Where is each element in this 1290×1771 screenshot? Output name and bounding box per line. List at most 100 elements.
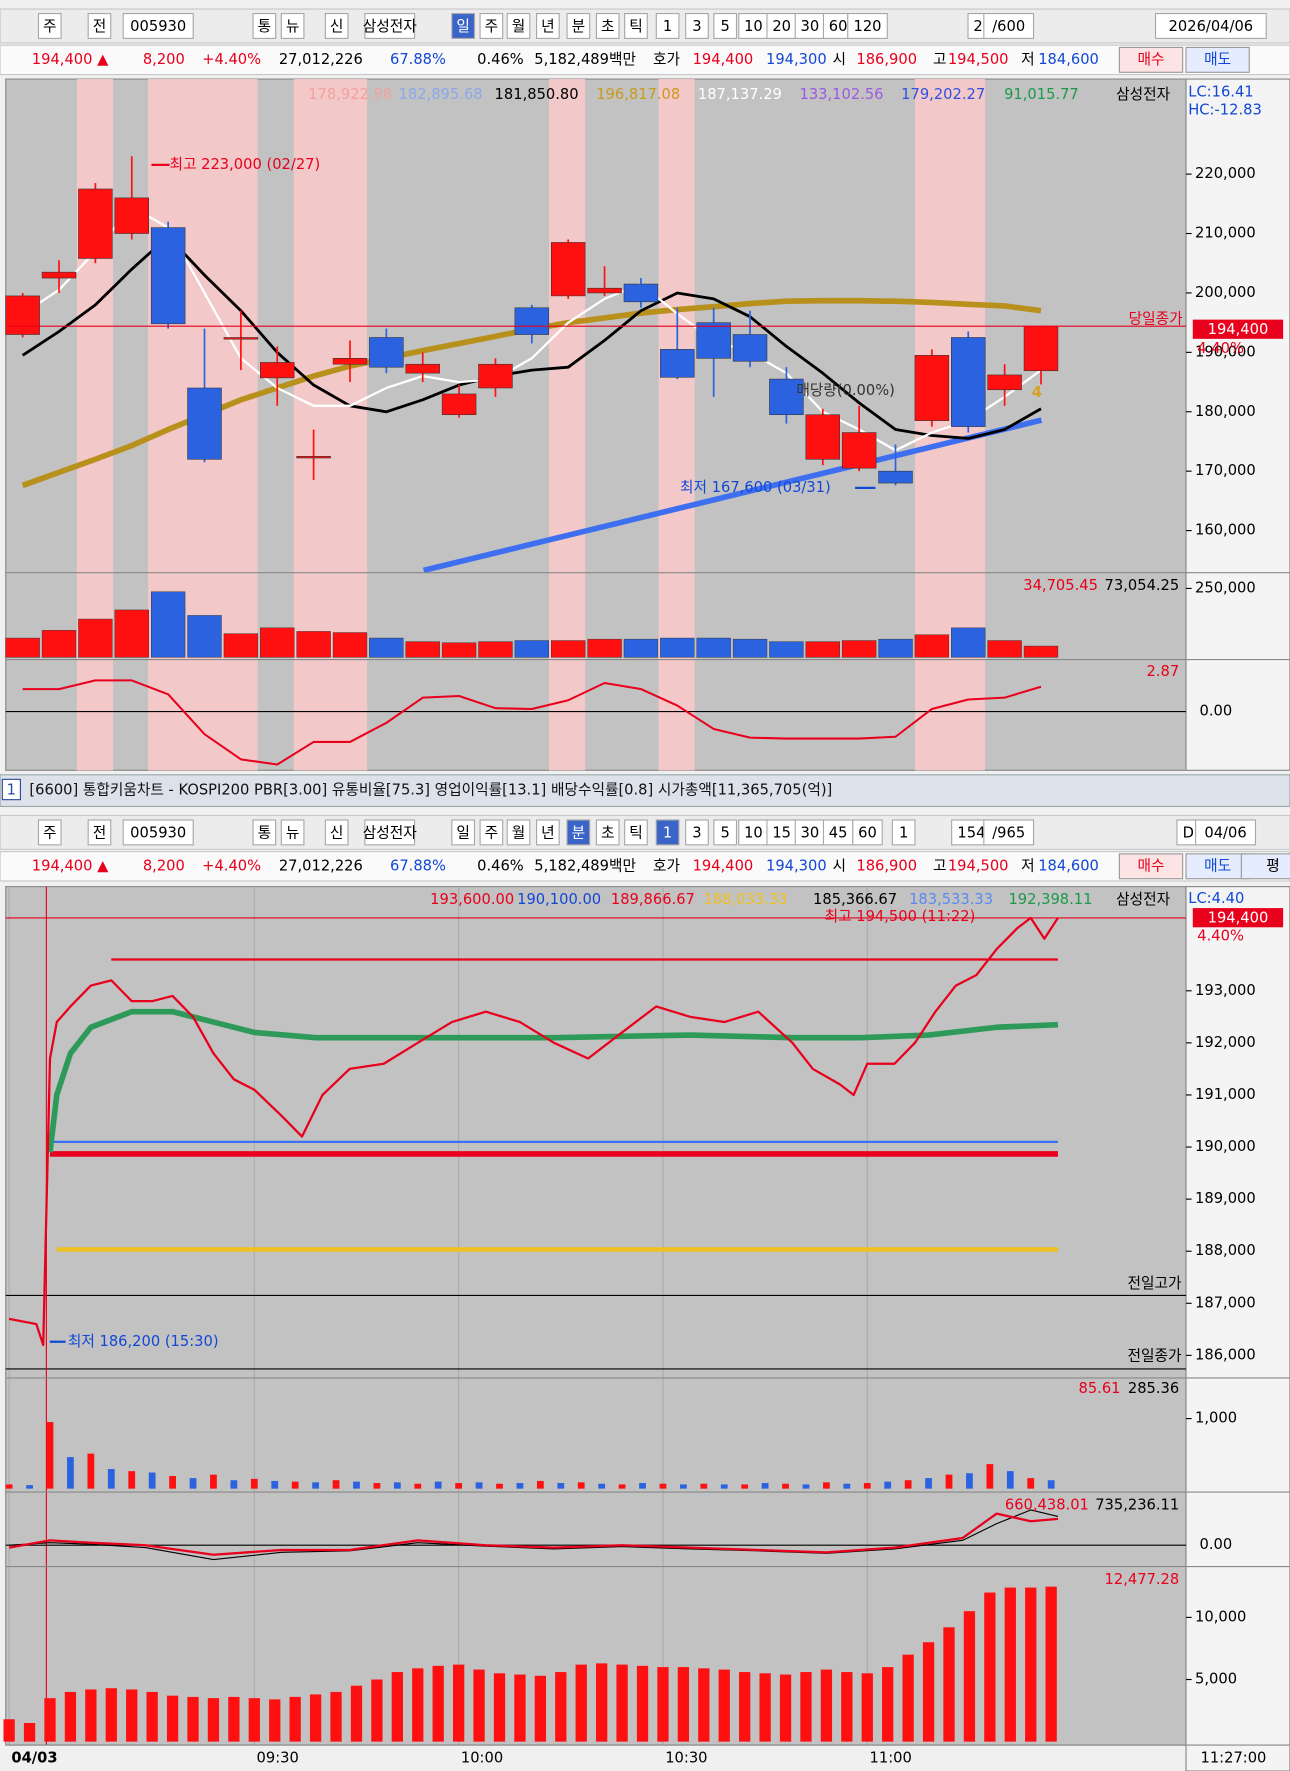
toolbar-label[interactable]: 5 (721, 825, 730, 842)
toolbar-button[interactable] (280, 12, 305, 39)
order-button[interactable] (1240, 853, 1290, 880)
toolbar-button[interactable] (122, 12, 194, 39)
order-button[interactable] (1185, 853, 1250, 880)
toolbar-label[interactable]: 60 (858, 825, 877, 842)
toolbar-button[interactable] (983, 12, 1035, 39)
toolbar-label[interactable]: 30 (801, 825, 820, 842)
toolbar-label[interactable]: D (1183, 825, 1194, 842)
toolbar-button[interactable] (87, 819, 112, 846)
toolbar-button[interactable] (1195, 819, 1257, 846)
toolbar-button[interactable] (983, 819, 1035, 846)
toolbar-button[interactable] (506, 12, 531, 39)
toolbar-label[interactable]: 뉴 (286, 18, 300, 35)
toolbar-button[interactable] (280, 819, 305, 846)
toolbar-label[interactable]: 5 (721, 18, 730, 35)
toolbar-label[interactable]: /965 (992, 825, 1025, 842)
toolbar-label[interactable]: 3 (692, 18, 701, 35)
toolbar-button[interactable] (655, 819, 680, 846)
toolbar-button[interactable] (595, 819, 620, 846)
toolbar-label[interactable]: 통 (258, 18, 272, 35)
toolbar-label[interactable]: 일 (456, 825, 470, 842)
toolbar-label[interactable]: 분 (572, 825, 585, 842)
toolbar-button[interactable] (713, 819, 738, 846)
toolbar-button[interactable] (738, 12, 769, 39)
toolbar-label[interactable]: 주 (43, 825, 57, 842)
toolbar-label[interactable]: 초 (601, 825, 615, 842)
toolbar-button[interactable] (506, 819, 531, 846)
toolbar-button[interactable] (852, 819, 883, 846)
toolbar-label[interactable]: 주 (485, 825, 499, 842)
quote-field[interactable]: 평 (1266, 857, 1280, 874)
toolbar-button[interactable] (451, 819, 476, 846)
order-button[interactable] (1118, 46, 1184, 73)
toolbar-label[interactable]: 154 (957, 825, 985, 842)
toolbar-label[interactable]: 월 (512, 825, 525, 842)
toolbar-label[interactable]: 04/06 (1204, 825, 1246, 842)
toolbar-button[interactable] (595, 12, 620, 39)
toolbar-button[interactable] (252, 12, 277, 39)
toolbar-label[interactable]: 통 (258, 825, 272, 842)
toolbar-label[interactable]: 005930 (130, 825, 186, 842)
quote-field[interactable]: 매수 (1138, 51, 1165, 68)
toolbar-label[interactable]: 120 (853, 18, 881, 35)
toolbar-button[interactable] (1154, 12, 1267, 39)
toolbar-button[interactable] (364, 819, 416, 846)
toolbar-label[interactable]: 60 (829, 18, 848, 35)
toolbar-label[interactable]: 년 (541, 825, 555, 842)
order-button[interactable] (1118, 853, 1184, 880)
toolbar-label[interactable]: 월 (512, 18, 525, 35)
toolbar-button[interactable] (122, 819, 194, 846)
toolbar-label[interactable]: /600 (992, 18, 1025, 35)
toolbar-label[interactable]: 틱 (629, 825, 643, 842)
toolbar-button[interactable] (479, 819, 504, 846)
toolbar-label[interactable]: 주 (485, 18, 499, 35)
toolbar-button[interactable] (847, 12, 888, 39)
toolbar-label[interactable]: 10 (744, 825, 763, 842)
toolbar-button[interactable] (479, 12, 504, 39)
toolbar-label[interactable]: 삼성전자 (363, 825, 417, 842)
toolbar-label[interactable]: 30 (801, 18, 820, 35)
toolbar-label[interactable]: 20 (772, 18, 791, 35)
toolbar-label[interactable]: 신 (330, 18, 344, 35)
toolbar-button[interactable] (766, 819, 797, 846)
toolbar-label[interactable]: 1 (663, 18, 672, 35)
toolbar-label[interactable]: 1 (899, 825, 908, 842)
toolbar-button[interactable] (87, 12, 112, 39)
toolbar-button[interactable] (891, 819, 916, 846)
toolbar-button[interactable] (685, 819, 709, 846)
toolbar-label[interactable]: 전 (93, 18, 106, 35)
toolbar-button[interactable] (624, 819, 648, 846)
toolbar-label[interactable]: 초 (601, 18, 615, 35)
toolbar-label[interactable]: 년 (541, 18, 555, 35)
toolbar-button[interactable] (364, 12, 416, 39)
toolbar-label[interactable]: 삼성전자 (363, 18, 417, 35)
toolbar-button[interactable] (37, 12, 62, 39)
toolbar-button[interactable] (685, 12, 709, 39)
toolbar-button[interactable] (324, 819, 349, 846)
toolbar-label[interactable]: 일 (456, 18, 470, 35)
toolbar-button[interactable] (822, 819, 854, 846)
toolbar-label[interactable]: 분 (572, 18, 585, 35)
toolbar-label[interactable]: 틱 (629, 18, 643, 35)
toolbar-label[interactable]: 신 (330, 825, 344, 842)
toolbar-button[interactable] (655, 12, 680, 39)
toolbar-button[interactable] (536, 12, 560, 39)
toolbar-button[interactable] (536, 819, 560, 846)
toolbar-button[interactable] (738, 819, 769, 846)
toolbar-label[interactable]: 1 (663, 825, 672, 842)
quote-field[interactable]: 매도 (1204, 51, 1231, 68)
toolbar-label[interactable]: 3 (692, 825, 701, 842)
toolbar-button[interactable] (37, 819, 62, 846)
toolbar-button[interactable] (252, 819, 277, 846)
toolbar-label[interactable]: 15 (772, 825, 791, 842)
toolbar-label[interactable]: 10 (744, 18, 763, 35)
toolbar-button[interactable] (566, 12, 591, 39)
quote-field[interactable]: 매도 (1204, 857, 1231, 874)
toolbar-label[interactable]: 주 (43, 18, 57, 35)
toolbar-button[interactable] (324, 12, 349, 39)
toolbar-button[interactable] (624, 12, 648, 39)
toolbar-button[interactable] (566, 819, 591, 846)
toolbar-label[interactable]: 005930 (130, 18, 186, 35)
toolbar-label[interactable]: 2026/04/06 (1169, 18, 1254, 35)
toolbar-button[interactable] (451, 12, 476, 39)
